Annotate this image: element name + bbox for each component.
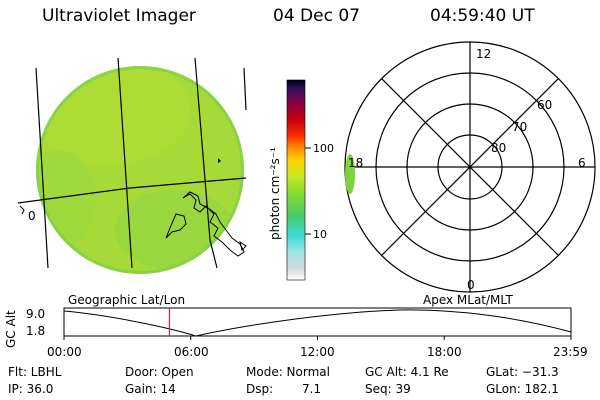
colorbar-tick-100: 100 (313, 142, 334, 155)
alt-ylabel: GC Alt (4, 310, 18, 348)
status-glat: GLat: −31.3 (486, 365, 559, 379)
date-label: 04 Dec 07 (273, 6, 360, 26)
status-ip: IP: 36.0 (8, 382, 54, 396)
mlt-label-0: 0 (467, 278, 475, 292)
mlat-label-70: 70 (512, 120, 527, 134)
instrument-title: Ultraviolet Imager (42, 6, 196, 26)
alt-xtick-1800: 18:00 (427, 345, 462, 359)
mlat-label-60: 60 (537, 98, 552, 112)
mlat-label-80: 80 (491, 141, 506, 155)
polar-plot (344, 41, 596, 293)
mlt-label-6: 6 (578, 156, 586, 170)
polar-plot-label: Apex MLat/MLT (423, 293, 513, 307)
alt-xtick-2359: 23:59 (553, 345, 588, 359)
status-seq: Seq: 39 (365, 382, 411, 396)
alt-xtick-0000: 00:00 (47, 345, 82, 359)
geo-plot-label: Geographic Lat/Lon (68, 293, 186, 307)
mlt-label-18: 18 (348, 156, 363, 170)
status-flt: Flt: LBHL (8, 365, 62, 379)
alt-ytick-max: 9.0 (26, 307, 46, 321)
status-dsp-value: 7.1 (302, 382, 322, 396)
geo-edge-label: 0 (28, 209, 36, 223)
altitude-plot (63, 307, 572, 340)
status-dsp-label: Dsp: (246, 382, 274, 396)
status-mode: Mode: Normal (246, 365, 330, 379)
status-glon: GLon: 182.1 (486, 382, 559, 396)
alt-xtick-0600: 06:00 (174, 345, 209, 359)
alt-xtick-1200: 12:00 (300, 345, 335, 359)
status-door: Door: Open (125, 365, 194, 379)
alt-ytick-min: 1.8 (26, 324, 46, 338)
colorbar-tick-10: 10 (313, 228, 327, 241)
colorbar-unit-label: photon cm⁻²s⁻¹ (268, 147, 282, 240)
colorbar: 100 10 photon cm⁻²s⁻¹ (268, 79, 334, 281)
uv-image-disk (17, 57, 247, 274)
mlt-label-12: 12 (476, 47, 491, 61)
status-gc-alt: GC Alt: 4.1 Re (365, 365, 449, 379)
status-gain: Gain: 14 (125, 382, 176, 396)
time-label: 04:59:40 UT (430, 6, 535, 26)
